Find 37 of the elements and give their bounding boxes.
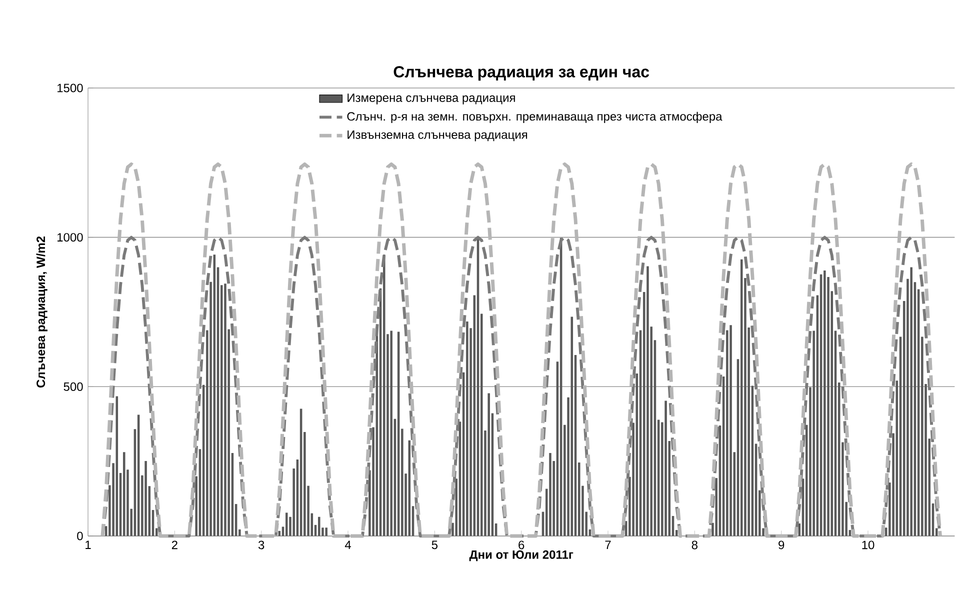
bar bbox=[382, 254, 386, 536]
x-tick-label: 2 bbox=[172, 540, 178, 550]
y-tick-label: 1500 bbox=[58, 84, 83, 92]
bar bbox=[730, 325, 732, 536]
bar bbox=[646, 266, 649, 536]
y-tick-label: 500 bbox=[64, 382, 83, 391]
x-tick-label: 9 bbox=[778, 540, 784, 550]
bar bbox=[910, 267, 912, 536]
y-tick-label: 0 bbox=[77, 532, 83, 540]
legend-label: Измерена слънчева радиация bbox=[348, 94, 515, 104]
bar bbox=[390, 330, 392, 536]
line-series bbox=[100, 162, 942, 538]
x-tick-label: 3 bbox=[258, 540, 264, 550]
x-axis-title: Дни от Юли 2011г bbox=[469, 550, 574, 562]
bar bbox=[224, 284, 226, 536]
legend-label: Извънземна слънчева радиация bbox=[348, 130, 528, 142]
bar bbox=[824, 270, 826, 536]
y-axis-title: Слъчева радиация, W/m2 bbox=[36, 236, 48, 388]
legend-label: Слънч. р-я на земн. повърхн. преминаваща през чиста атмосфера bbox=[347, 112, 722, 124]
chart-title: Слънчева радиация за един час bbox=[394, 66, 650, 81]
bar bbox=[549, 452, 552, 536]
bar bbox=[325, 528, 328, 536]
x-tick-label: 4 bbox=[344, 540, 351, 549]
y-tick-label: 1000 bbox=[58, 233, 83, 242]
bar bbox=[285, 512, 288, 536]
x-tick-label: 8 bbox=[692, 540, 698, 550]
bar bbox=[466, 322, 468, 536]
bar bbox=[664, 400, 667, 536]
bar bbox=[122, 452, 126, 536]
bar bbox=[488, 393, 490, 536]
bar bbox=[318, 516, 320, 536]
x-tick-label: 1 bbox=[86, 540, 91, 549]
bar bbox=[144, 461, 147, 536]
x-tick-label: 5 bbox=[432, 540, 438, 550]
x-tick-label: 6 bbox=[518, 540, 524, 550]
x-tick-label: 7 bbox=[605, 540, 611, 549]
x-tick-label: 10 bbox=[862, 540, 874, 550]
